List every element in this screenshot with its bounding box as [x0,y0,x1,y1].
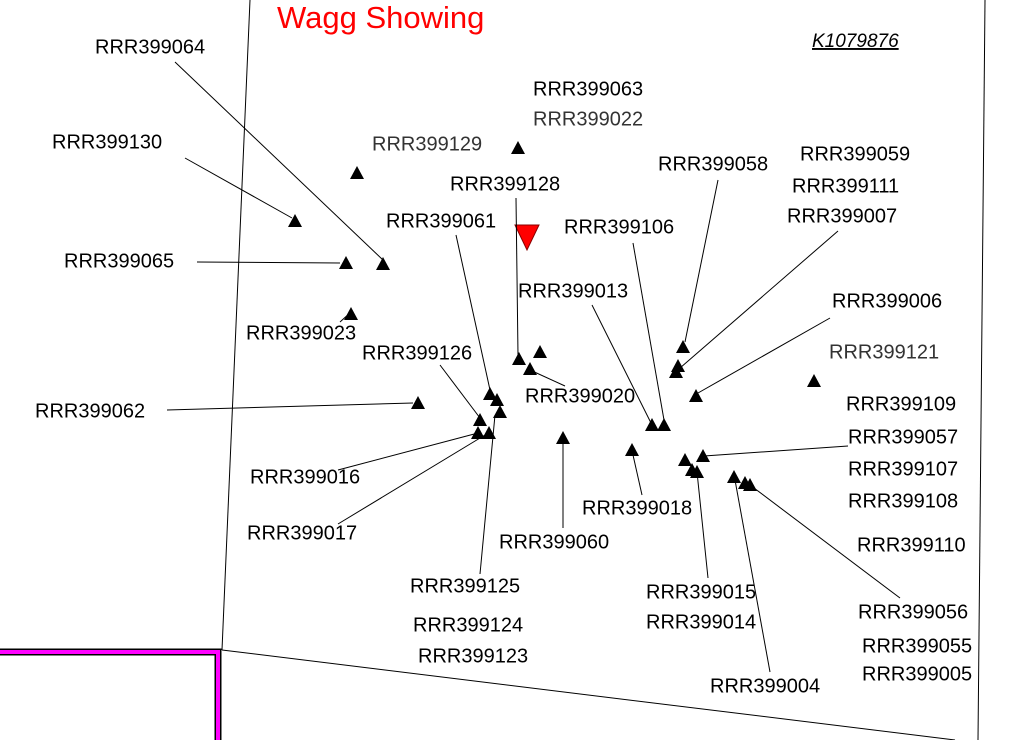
leader-line [184,157,293,219]
leader-line [632,242,665,421]
leader-line [749,484,901,599]
leader-line [455,234,491,391]
sample-label: RRR399004 [710,675,820,697]
sample-label: RRR399060 [499,531,609,553]
sample-label: RRR399014 [646,611,756,633]
sample-label: RRR399022 [533,108,643,130]
leader-line [529,369,566,387]
boundaries [0,0,986,740]
leader-line [337,432,479,471]
sample-site [511,141,525,154]
sample-label: RRR399108 [848,490,958,512]
sample-label: RRR399023 [246,322,356,344]
leader-line [196,261,341,264]
sample-site [411,396,425,409]
sample-site [625,443,639,456]
sample-site [727,470,741,483]
sample-label: RRR399130 [52,131,162,153]
sample-site [490,393,504,406]
leader-line [734,479,771,673]
sample-site [690,465,704,478]
sample-label: RRR399063 [533,78,643,100]
sample-site [676,340,690,353]
sample-label: RRR399017 [247,522,357,544]
sample-site [556,431,570,444]
sample-site [512,352,526,365]
sample-site [807,374,821,387]
sample-label: RRR399109 [846,393,956,415]
sample-label: RRR399106 [564,216,674,238]
sample-site [376,257,390,270]
sample-label: RRR399006 [832,290,942,312]
showing-marker [514,224,540,252]
sample-site [471,426,485,439]
sample-label: RRR399020 [525,385,635,407]
sample-label: RRR399123 [418,645,528,667]
sample-site [689,389,703,402]
leader-line [684,179,719,343]
leader-line [439,364,481,419]
sample-site [483,387,497,400]
sample-label: RRR399107 [848,458,958,480]
leader-line [174,61,384,261]
sample-label: RRR399064 [95,36,205,58]
leader-line [703,445,849,457]
sample-label: RRR399128 [450,173,560,195]
sample-label: RRR399056 [858,601,968,623]
sample-site [344,307,358,320]
sample-site [678,453,692,466]
sample-site [533,345,547,358]
sample-label: RRR399125 [410,575,520,597]
leader-line [679,230,839,369]
sample-label: RRR399057 [848,426,958,448]
sample-label: RRR399110 [857,534,966,556]
sample-label: RRR399121 [829,341,939,363]
sample-label: RRR399007 [787,205,897,227]
leader-line [696,471,709,579]
leader-line [591,304,653,426]
sample-site [339,256,353,269]
sample-label: RRR399015 [646,581,756,603]
sample-label: RRR399018 [582,497,692,519]
sample-site [645,418,659,431]
sample-site [473,413,487,426]
sample-site [669,365,683,378]
claim-number: K1079876 [812,31,899,52]
sample-label: RRR399124 [413,614,523,636]
sample-label: RRR399065 [64,250,174,272]
sample-site [743,478,757,491]
sample-label: RRR399059 [800,143,910,165]
leader-line [166,402,414,411]
sample-site [288,214,302,227]
leader-line [697,317,831,394]
leader-line [515,197,519,356]
sample-site [493,405,507,418]
sample-site [523,362,537,375]
sample-label: RRR399111 [792,175,899,197]
sample-label: RRR399062 [35,400,145,422]
leader-line [632,454,643,496]
sample-label: RRR399013 [518,280,628,302]
sample-label: RRR399129 [372,133,482,155]
sample-site [482,426,496,439]
sample-site [657,418,671,431]
sample-label: RRR399016 [250,466,360,488]
sample-site [696,449,710,462]
sample-label: RRR399005 [862,663,972,685]
sample-label: RRR399055 [862,635,972,657]
sample-site [350,166,364,179]
map-title: Wagg Showing [277,0,484,35]
sample-label: RRR399058 [658,153,768,175]
sample-label: RRR399061 [386,210,496,232]
sample-label: RRR399126 [362,342,472,364]
leader-line [479,414,496,575]
leader-line [337,434,486,525]
